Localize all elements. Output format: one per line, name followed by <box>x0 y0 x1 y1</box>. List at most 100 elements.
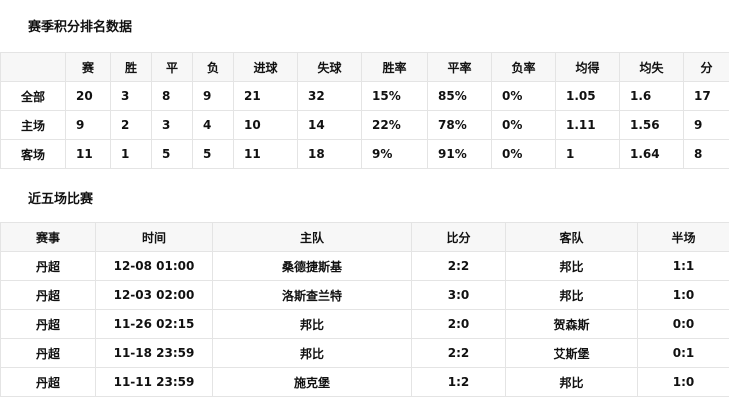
recent-matches-title: 近五场比赛 <box>28 192 94 207</box>
table-cell: 邦比 <box>505 280 638 310</box>
row-label: 客场 <box>0 139 66 169</box>
table-cell: 8 <box>683 139 729 169</box>
column-header <box>0 52 66 82</box>
column-header: 主队 <box>212 222 412 252</box>
column-header: 赛事 <box>0 222 96 252</box>
table-row: 全部 20 3 8 9 21 32 15% 85% 0% 1.05 1.6 17 <box>0 81 729 111</box>
table-cell: 1.6 <box>619 81 684 111</box>
table-cell: 5 <box>192 139 234 169</box>
table-cell: 11-18 23:59 <box>95 338 213 368</box>
table-row: 丹超 12-03 02:00 洛斯查兰特 3:0 邦比 1:0 <box>0 280 729 310</box>
season-title: 赛季积分排名数据 <box>28 20 133 35</box>
table-cell: 1.11 <box>555 110 620 140</box>
table-cell: 3:0 <box>411 280 506 310</box>
row-label: 丹超 <box>0 338 96 368</box>
table-cell: 18 <box>297 139 362 169</box>
table-cell: 0:0 <box>637 309 729 339</box>
table-cell: 施克堡 <box>212 367 412 397</box>
table-row: 丹超 11-11 23:59 施克堡 1:2 邦比 1:0 <box>0 367 729 397</box>
table-cell: 11-26 02:15 <box>95 309 213 339</box>
table-cell: 1:1 <box>637 251 729 281</box>
column-header: 胜率 <box>361 52 428 82</box>
column-header: 负 <box>192 52 234 82</box>
table-cell: 洛斯查兰特 <box>212 280 412 310</box>
table-cell: 9 <box>683 110 729 140</box>
table-cell: 邦比 <box>212 309 412 339</box>
table-cell: 32 <box>297 81 362 111</box>
table-cell: 21 <box>233 81 298 111</box>
row-label: 丹超 <box>0 367 96 397</box>
table-cell: 1 <box>555 139 620 169</box>
column-header: 均得 <box>555 52 620 82</box>
table-cell: 11 <box>233 139 298 169</box>
column-header: 赛 <box>65 52 111 82</box>
table-cell: 15% <box>361 81 428 111</box>
row-label: 丹超 <box>0 309 96 339</box>
table-cell: 1.05 <box>555 81 620 111</box>
table-row: 主场 9 2 3 4 10 14 22% 78% 0% 1.11 1.56 9 <box>0 110 729 140</box>
table-cell: 12-03 02:00 <box>95 280 213 310</box>
column-header: 进球 <box>233 52 298 82</box>
table-cell: 1 <box>110 139 152 169</box>
table-cell: 2:2 <box>411 338 506 368</box>
table-cell: 11-11 23:59 <box>95 367 213 397</box>
table-row: 丹超 11-26 02:15 邦比 2:0 贺森斯 0:0 <box>0 309 729 339</box>
table-cell: 1:0 <box>637 280 729 310</box>
table-cell: 14 <box>297 110 362 140</box>
table-cell: 9 <box>192 81 234 111</box>
row-label: 全部 <box>0 81 66 111</box>
table-cell: 1.64 <box>619 139 684 169</box>
row-label: 丹超 <box>0 251 96 281</box>
table-cell: 桑德捷斯基 <box>212 251 412 281</box>
row-label: 丹超 <box>0 280 96 310</box>
table-cell: 0% <box>491 81 556 111</box>
row-label: 主场 <box>0 110 66 140</box>
column-header: 负率 <box>491 52 556 82</box>
table-cell: 10 <box>233 110 298 140</box>
recent-matches-table: 赛事 时间 主队 比分 客队 半场 丹超 12-08 01:00 桑德捷斯基 2:2 邦比 1:1 丹超… <box>0 222 729 397</box>
table-cell: 22% <box>361 110 428 140</box>
table-cell: 11 <box>65 139 111 169</box>
table-cell: 邦比 <box>505 367 638 397</box>
table-cell: 0% <box>491 110 556 140</box>
table-cell: 20 <box>65 81 111 111</box>
table-cell: 邦比 <box>505 251 638 281</box>
table-cell: 0% <box>491 139 556 169</box>
table-cell: 1.56 <box>619 110 684 140</box>
column-header: 平率 <box>427 52 492 82</box>
table-cell: 2 <box>110 110 152 140</box>
table-cell: 1:2 <box>411 367 506 397</box>
table-row: 丹超 11-18 23:59 邦比 2:2 艾斯堡 0:1 <box>0 338 729 368</box>
column-header: 比分 <box>411 222 506 252</box>
table-row: 丹超 12-08 01:00 桑德捷斯基 2:2 邦比 1:1 <box>0 251 729 281</box>
table-cell: 9 <box>65 110 111 140</box>
table-cell: 12-08 01:00 <box>95 251 213 281</box>
table-cell: 2:2 <box>411 251 506 281</box>
table-cell: 17 <box>683 81 729 111</box>
table-row: 客场 11 1 5 5 11 18 9% 91% 0% 1 1.64 8 <box>0 139 729 169</box>
table-cell: 85% <box>427 81 492 111</box>
column-header: 失球 <box>297 52 362 82</box>
table-cell: 5 <box>151 139 193 169</box>
column-header: 客队 <box>505 222 638 252</box>
season-stats-table: 赛胜平负进球 失球 胜率 平率 负率 均得 均失分全部 20 3 8 9 21 32 15% 85% 0% 1.… <box>0 52 729 169</box>
column-header: 均失 <box>619 52 684 82</box>
column-header: 时间 <box>95 222 213 252</box>
table-cell: 3 <box>151 110 193 140</box>
table-cell: 91% <box>427 139 492 169</box>
column-header: 平 <box>151 52 193 82</box>
column-header: 胜 <box>110 52 152 82</box>
table-cell: 9% <box>361 139 428 169</box>
table-cell: 4 <box>192 110 234 140</box>
column-header: 分 <box>683 52 729 82</box>
table-cell: 艾斯堡 <box>505 338 638 368</box>
table-cell: 78% <box>427 110 492 140</box>
table-cell: 3 <box>110 81 152 111</box>
table-cell: 1:0 <box>637 367 729 397</box>
column-header: 半场 <box>637 222 729 252</box>
table-cell: 邦比 <box>212 338 412 368</box>
table-cell: 贺森斯 <box>505 309 638 339</box>
table-cell: 2:0 <box>411 309 506 339</box>
table-cell: 0:1 <box>637 338 729 368</box>
table-cell: 8 <box>151 81 193 111</box>
